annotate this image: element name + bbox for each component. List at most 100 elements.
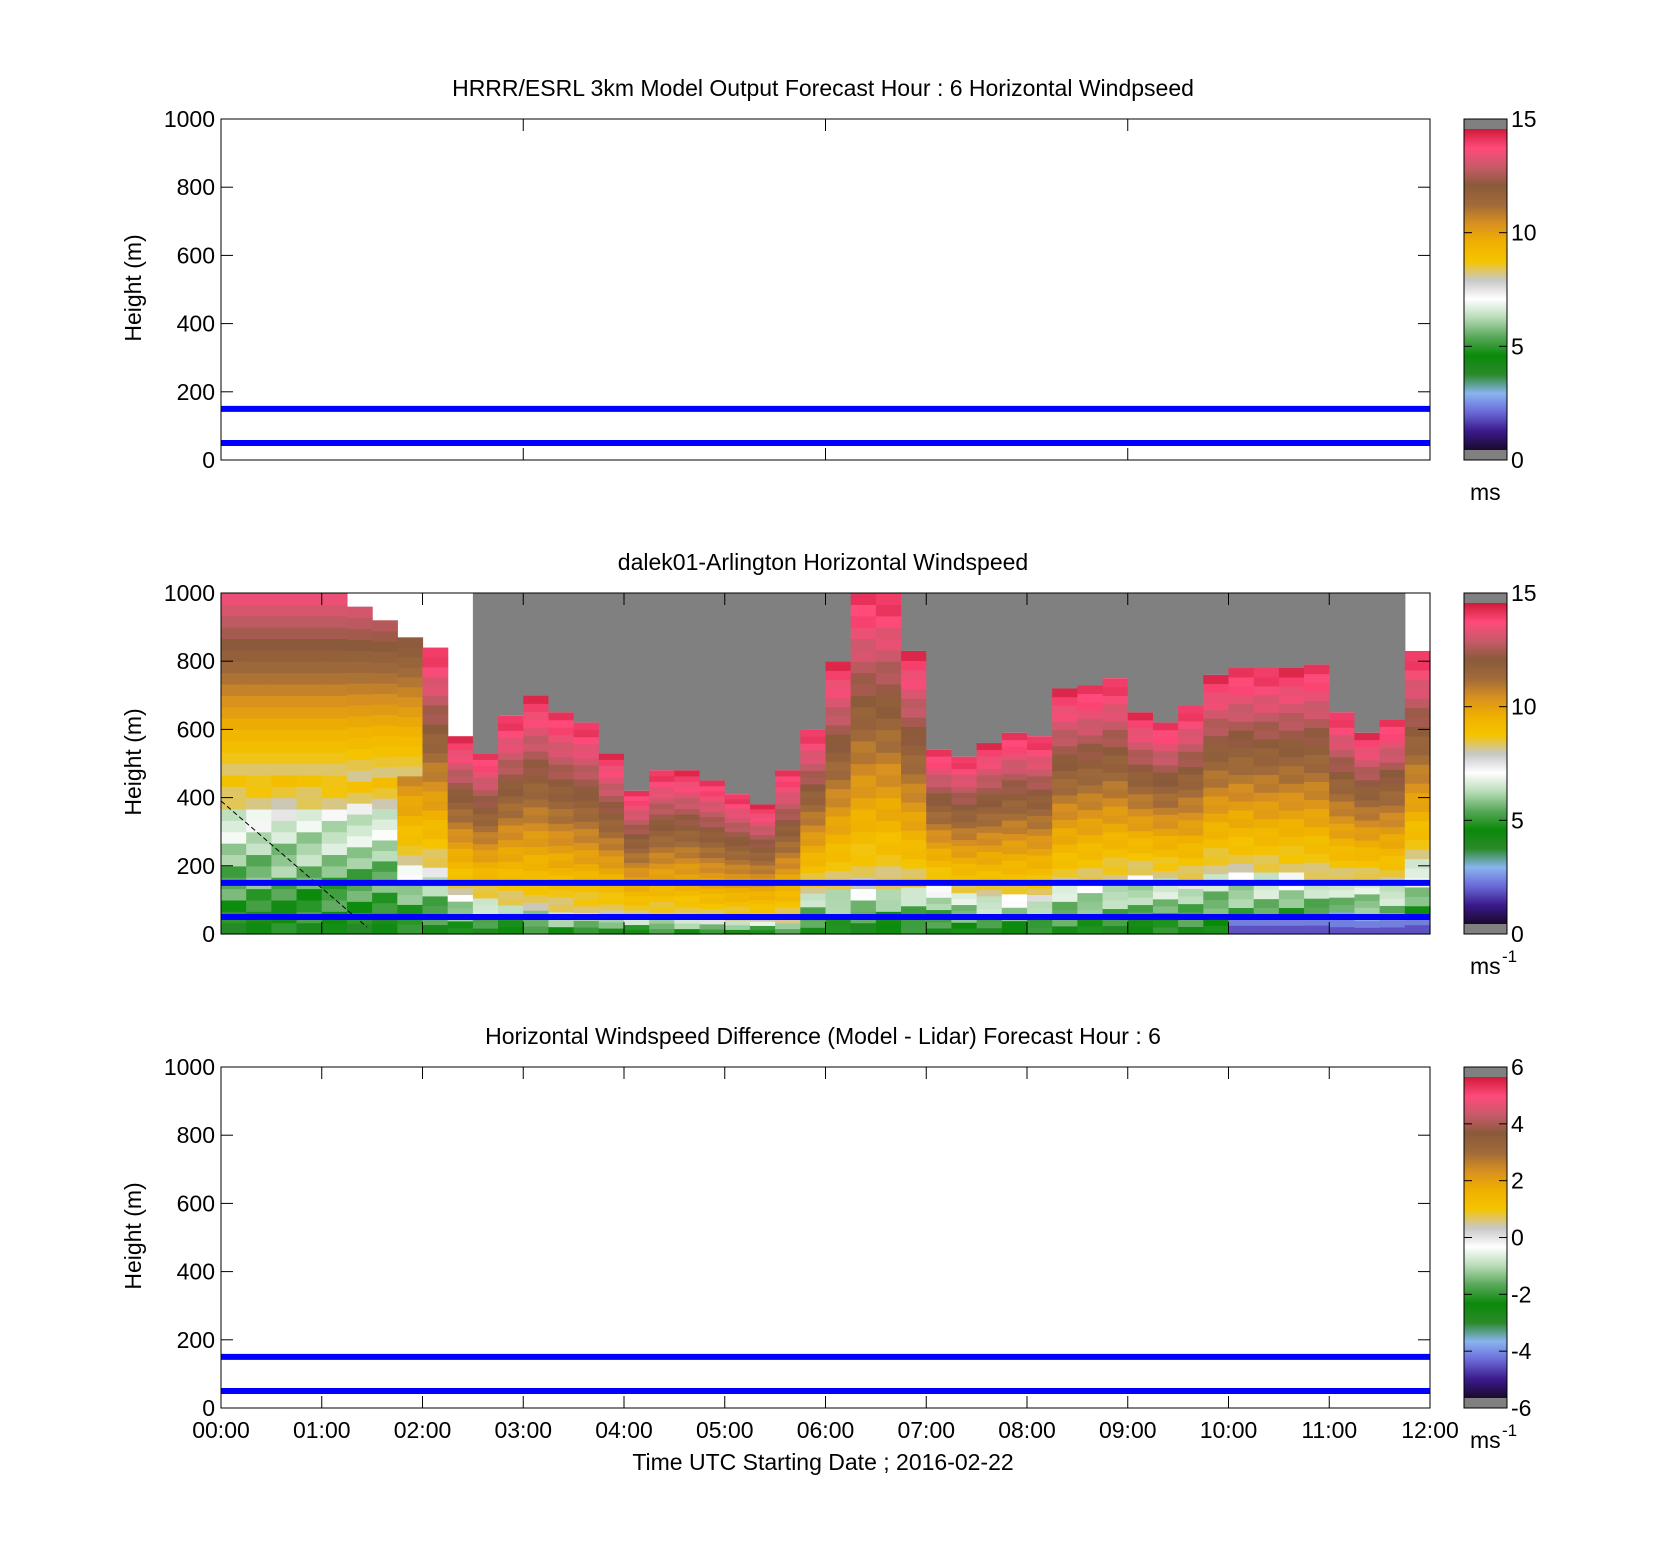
heatmap-cell: [1404, 830, 1431, 841]
heatmap-cell: [1102, 780, 1129, 790]
heatmap-cell: [1077, 751, 1104, 761]
heatmap-cell: [649, 797, 675, 804]
heatmap-cell: [775, 901, 801, 908]
heatmap-cell: [1404, 754, 1431, 765]
heatmap-cell: [1228, 738, 1255, 749]
heatmap-cell: [498, 766, 524, 775]
heatmap-cell: [1152, 905, 1179, 914]
heatmap-cell: [321, 593, 348, 605]
heatmap-cell: [926, 848, 953, 855]
heatmap-cell: [1253, 836, 1280, 846]
heatmap-cell: [472, 921, 499, 929]
heatmap-cell: [1329, 771, 1356, 780]
heatmap-cell: [1203, 692, 1230, 702]
heatmap-cell: [1027, 868, 1053, 876]
heatmap-cell: [447, 755, 474, 764]
heatmap-cell: [825, 724, 852, 735]
heatmap-cell: [523, 735, 550, 744]
heatmap-cell: [246, 888, 272, 901]
heatmap-cell: [372, 683, 398, 695]
heatmap-cell: [548, 719, 575, 728]
heatmap-cell: [1304, 925, 1330, 935]
heatmap-cell: [397, 657, 424, 668]
heatmap-cell: [246, 627, 272, 640]
heatmap-cell: [1178, 857, 1204, 867]
heatmap-cell: [472, 861, 499, 869]
heatmap-cell: [1127, 926, 1154, 935]
heatmap-cell: [598, 927, 625, 935]
heatmap-cell: [624, 838, 650, 844]
heatmap-cell: [825, 670, 852, 680]
heatmap-cell: [1253, 685, 1280, 696]
heatmap-cell: [825, 915, 852, 926]
heatmap-cell: [1304, 781, 1330, 791]
heatmap-cell: [825, 924, 852, 935]
heatmap-cell: [372, 724, 398, 736]
heatmap-cell: [1102, 695, 1129, 705]
heatmap-cell: [422, 657, 449, 668]
heatmap-cell: [1354, 826, 1381, 835]
heatmap-cell: [1354, 813, 1381, 821]
heatmap-cell: [1152, 870, 1179, 879]
heatmap-cell: [1001, 927, 1028, 935]
heatmap-cell: [1329, 860, 1356, 869]
heatmap-cell: [523, 918, 550, 927]
heatmap-cell: [951, 845, 978, 852]
heatmap-cell: [1228, 783, 1255, 793]
heatmap-cell: [1052, 688, 1078, 698]
heatmap-cell: [422, 771, 449, 782]
heatmap-cell: [246, 661, 272, 674]
heatmap-cell: [649, 901, 675, 908]
heatmap-cell: [422, 895, 449, 906]
panel-3-title: Horizontal Windspeed Difference (Model -…: [485, 1023, 1161, 1049]
heatmap-cell: [951, 809, 978, 817]
heatmap-cell: [875, 729, 902, 742]
heatmap-cell: [498, 861, 524, 870]
heatmap-cell: [1027, 782, 1053, 790]
heatmap-cell: [1102, 737, 1129, 748]
heatmap-cell: [1404, 679, 1431, 690]
heatmap-cell: [271, 854, 298, 867]
heatmap-cell: [548, 793, 575, 802]
heatmap-cell: [346, 683, 373, 695]
heatmap-cell: [1228, 765, 1255, 776]
heatmap-cell: [951, 839, 978, 846]
heatmap-cell: [221, 899, 247, 912]
heatmap-cell: [699, 841, 726, 848]
heatmap-cell: [976, 806, 1003, 814]
heatmap-cell: [221, 615, 247, 628]
heatmap-cell: [1379, 891, 1406, 899]
heatmap-cell: [1203, 718, 1230, 728]
heatmap-cell: [523, 846, 550, 856]
heatmap-cell: [1329, 741, 1356, 750]
heatmap-cell: [800, 818, 827, 826]
heatmap-cell: [321, 683, 348, 696]
heatmap-cell: [724, 845, 751, 851]
heatmap-cell: [1052, 852, 1078, 861]
heatmap-cell: [573, 750, 600, 759]
heatmap-cell: [624, 895, 650, 902]
heatmap-cell: [1379, 726, 1406, 735]
heatmap-cell: [1203, 795, 1230, 806]
heatmap-cell: [321, 843, 348, 856]
heatmap-cell: [674, 781, 701, 788]
heatmap-cell: [674, 819, 701, 826]
missing-data-cell: [749, 593, 776, 805]
heatmap-cell: [850, 706, 877, 719]
heatmap-cell: [649, 923, 675, 930]
y-tick-label: 0: [202, 447, 215, 473]
heatmap-cell: [699, 816, 726, 823]
heatmap-cell: [271, 638, 298, 651]
heatmap-cell: [1127, 786, 1154, 795]
heatmap-cell: [498, 824, 524, 833]
heatmap-cell: [221, 922, 247, 935]
heatmap-cell: [699, 903, 726, 910]
colorbar-unit-label: ms: [1470, 1427, 1501, 1453]
heatmap-cell: [523, 814, 550, 824]
colorbar-tick-label: 5: [1511, 333, 1524, 359]
heatmap-cell: [1027, 815, 1053, 823]
heatmap-cell: [321, 774, 348, 787]
heatmap-cell: [749, 869, 776, 875]
heatmap-cell: [422, 848, 449, 859]
heatmap-cell: [1203, 856, 1230, 866]
